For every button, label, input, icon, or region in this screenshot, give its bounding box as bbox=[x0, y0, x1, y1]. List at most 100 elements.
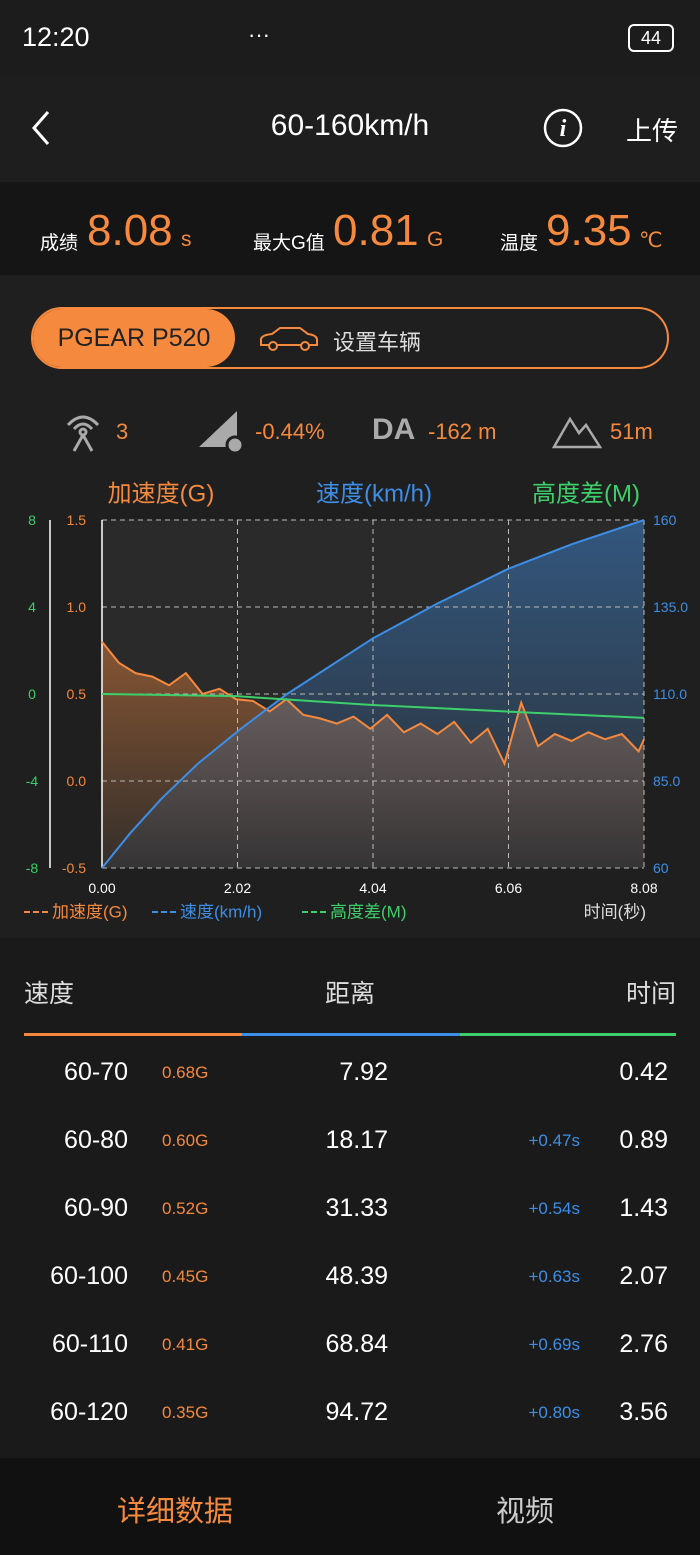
series-title: 高度差(M) bbox=[532, 481, 640, 508]
upload-button[interactable]: 上传 bbox=[626, 116, 679, 146]
speed-range: 60-100 bbox=[50, 1262, 128, 1290]
series-title: 速度(km/h) bbox=[316, 481, 432, 508]
x-tick-label: 0.00 bbox=[88, 880, 115, 896]
header-distance: 距离 bbox=[324, 980, 375, 1008]
svg-text:i: i bbox=[560, 116, 567, 142]
back-button[interactable] bbox=[28, 110, 54, 146]
header-speed: 速度 bbox=[24, 980, 75, 1008]
legend-label: 速度(km/h) bbox=[180, 903, 262, 922]
slope-icon bbox=[199, 411, 245, 455]
results-table: 速度 距离 时间 60-70 0.68G 7.92 0.42 60-80 0.60G 18.… bbox=[0, 938, 700, 1458]
series-line bbox=[101, 641, 645, 767]
g-value: 0.52G bbox=[162, 1199, 209, 1218]
series-line bbox=[101, 519, 645, 869]
density-altitude: -162 m bbox=[428, 419, 497, 444]
distance: 31.33 bbox=[325, 1194, 388, 1222]
distance: 94.72 bbox=[325, 1398, 388, 1426]
conditions: 3 -0.44% DA -162 m 51m bbox=[0, 405, 700, 460]
temp-unit: ℃ bbox=[639, 229, 663, 252]
time: 3.56 bbox=[619, 1398, 668, 1426]
x-tick-label: 2.02 bbox=[224, 880, 251, 896]
time-delta: +0.80s bbox=[528, 1403, 580, 1422]
tick-label: -0.5 bbox=[62, 860, 86, 876]
score: 8.08 bbox=[87, 206, 173, 255]
legend-label: 高度差(M) bbox=[330, 903, 406, 922]
tick-label: -4 bbox=[26, 773, 39, 789]
maxg-unit: G bbox=[427, 228, 444, 251]
score-label: 成绩 bbox=[40, 233, 79, 254]
car-icon bbox=[260, 327, 318, 351]
tick-label: 8 bbox=[28, 512, 36, 528]
time: 2.07 bbox=[619, 1262, 668, 1290]
da-label: DA bbox=[372, 413, 416, 446]
title: 60-160km/h bbox=[270, 109, 430, 142]
x-tick-label: 4.04 bbox=[359, 880, 386, 896]
temp: 9.35 bbox=[546, 206, 632, 255]
tick-label: 85.0 bbox=[653, 773, 680, 789]
tick-label: 4 bbox=[28, 599, 36, 615]
header-time: 时间 bbox=[625, 980, 676, 1008]
bottom-nav: 详细数据 视频 bbox=[0, 1458, 700, 1555]
satellite-icon bbox=[66, 415, 100, 452]
maxg-label: 最大G值 bbox=[253, 233, 325, 254]
slope: -0.44% bbox=[255, 419, 325, 444]
g-value: 0.41G bbox=[162, 1335, 209, 1354]
x-tick-label: 8.08 bbox=[630, 880, 657, 896]
g-value: 0.35G bbox=[162, 1403, 209, 1422]
vehicle-name: PGEAR P520 bbox=[33, 309, 235, 367]
tick-label: 1.5 bbox=[67, 512, 87, 528]
time: 0.42 bbox=[619, 1058, 668, 1086]
tick-label: -8 bbox=[26, 860, 39, 876]
series-line bbox=[101, 693, 645, 719]
x-axis-label: 时间(秒) bbox=[584, 903, 646, 922]
tick-label: 0.5 bbox=[67, 686, 87, 702]
time-delta: +0.63s bbox=[528, 1267, 580, 1286]
bar-blue bbox=[242, 1033, 460, 1036]
bar-green bbox=[460, 1033, 676, 1036]
mountain-icon bbox=[552, 416, 602, 449]
tick-label: 1.0 bbox=[67, 599, 87, 615]
tick-label: 135.0 bbox=[653, 599, 688, 615]
speed-range: 60-90 bbox=[64, 1194, 128, 1222]
distance: 48.39 bbox=[325, 1262, 388, 1290]
clock: 12:20 bbox=[22, 22, 90, 52]
satellites: 3 bbox=[116, 419, 129, 444]
time-delta: +0.69s bbox=[528, 1335, 580, 1354]
bar-orange bbox=[24, 1033, 242, 1036]
g-value: 0.68G bbox=[162, 1063, 209, 1082]
tick-label: 60 bbox=[653, 860, 669, 876]
time: 0.89 bbox=[619, 1126, 668, 1154]
temp-label: 温度 bbox=[500, 233, 539, 254]
header: 60-160km/h i 上传 bbox=[0, 75, 700, 180]
tick-label: 110.0 bbox=[653, 686, 687, 702]
time: 2.76 bbox=[619, 1330, 668, 1358]
info-button[interactable]: i bbox=[542, 107, 584, 149]
g-value: 0.45G bbox=[162, 1267, 209, 1286]
stats: 成绩 8.08 s 最大G值 0.81 G 温度 9.35 ℃ bbox=[0, 182, 700, 275]
score-unit: s bbox=[181, 228, 192, 251]
chart: -0.5 0.0 0.5 1.0 1.5 60 85.0 110.0 135.0 160 -8 -4 0… bbox=[24, 481, 688, 922]
time: 1.43 bbox=[619, 1194, 668, 1222]
status-bar: 12:20 ··· 44 bbox=[0, 0, 700, 75]
distance: 68.84 bbox=[325, 1330, 388, 1358]
video-tab[interactable]: 视频 bbox=[495, 1496, 554, 1528]
tick-label: 0.0 bbox=[67, 773, 87, 789]
g-value: 0.60G bbox=[162, 1131, 209, 1150]
distance: 7.92 bbox=[339, 1058, 388, 1086]
tick-label: 160 bbox=[653, 512, 677, 528]
details-tab[interactable]: 详细数据 bbox=[116, 1496, 233, 1528]
tick-label: 0 bbox=[28, 686, 36, 702]
time-delta: +0.54s bbox=[528, 1199, 580, 1218]
maxg: 0.81 bbox=[333, 206, 419, 255]
altitude: 51m bbox=[610, 419, 653, 444]
speed-range: 60-80 bbox=[64, 1126, 128, 1154]
distance: 18.17 bbox=[325, 1126, 388, 1154]
speed-range: 60-110 bbox=[52, 1330, 128, 1358]
x-tick-label: 6.06 bbox=[495, 880, 522, 896]
series-title: 加速度(G) bbox=[108, 481, 215, 508]
more: ··· bbox=[248, 22, 270, 47]
speed-range: 60-120 bbox=[50, 1398, 128, 1426]
vehicle-bar[interactable]: PGEAR P520 设置车辆 bbox=[31, 307, 669, 369]
speed-range: 60-70 bbox=[64, 1058, 128, 1086]
